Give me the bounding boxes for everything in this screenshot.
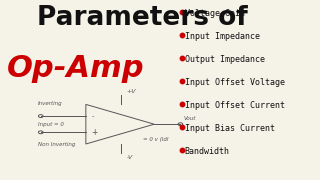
Text: Input Offset Current: Input Offset Current [185,101,285,110]
Text: Input Bias Current: Input Bias Current [185,124,275,133]
Text: Output Impedance: Output Impedance [185,55,265,64]
Text: Parameters of: Parameters of [37,5,248,31]
Text: +: + [92,128,98,137]
Text: Inverting: Inverting [38,101,62,106]
Text: = 0 v (Idl: = 0 v (Idl [143,137,168,142]
Text: Voltage Gain: Voltage Gain [185,9,245,18]
Text: Input Impedance: Input Impedance [185,32,260,41]
Text: -V: -V [127,155,133,160]
Text: Bandwidth: Bandwidth [185,147,230,156]
Text: Vout: Vout [183,116,196,121]
Text: Op-Amp: Op-Amp [7,54,145,83]
Text: Input Offset Voltage: Input Offset Voltage [185,78,285,87]
Text: Input = 0: Input = 0 [38,122,64,127]
Text: +V: +V [127,89,136,94]
Text: -: - [92,113,94,119]
Text: Non Inverting: Non Inverting [38,142,75,147]
